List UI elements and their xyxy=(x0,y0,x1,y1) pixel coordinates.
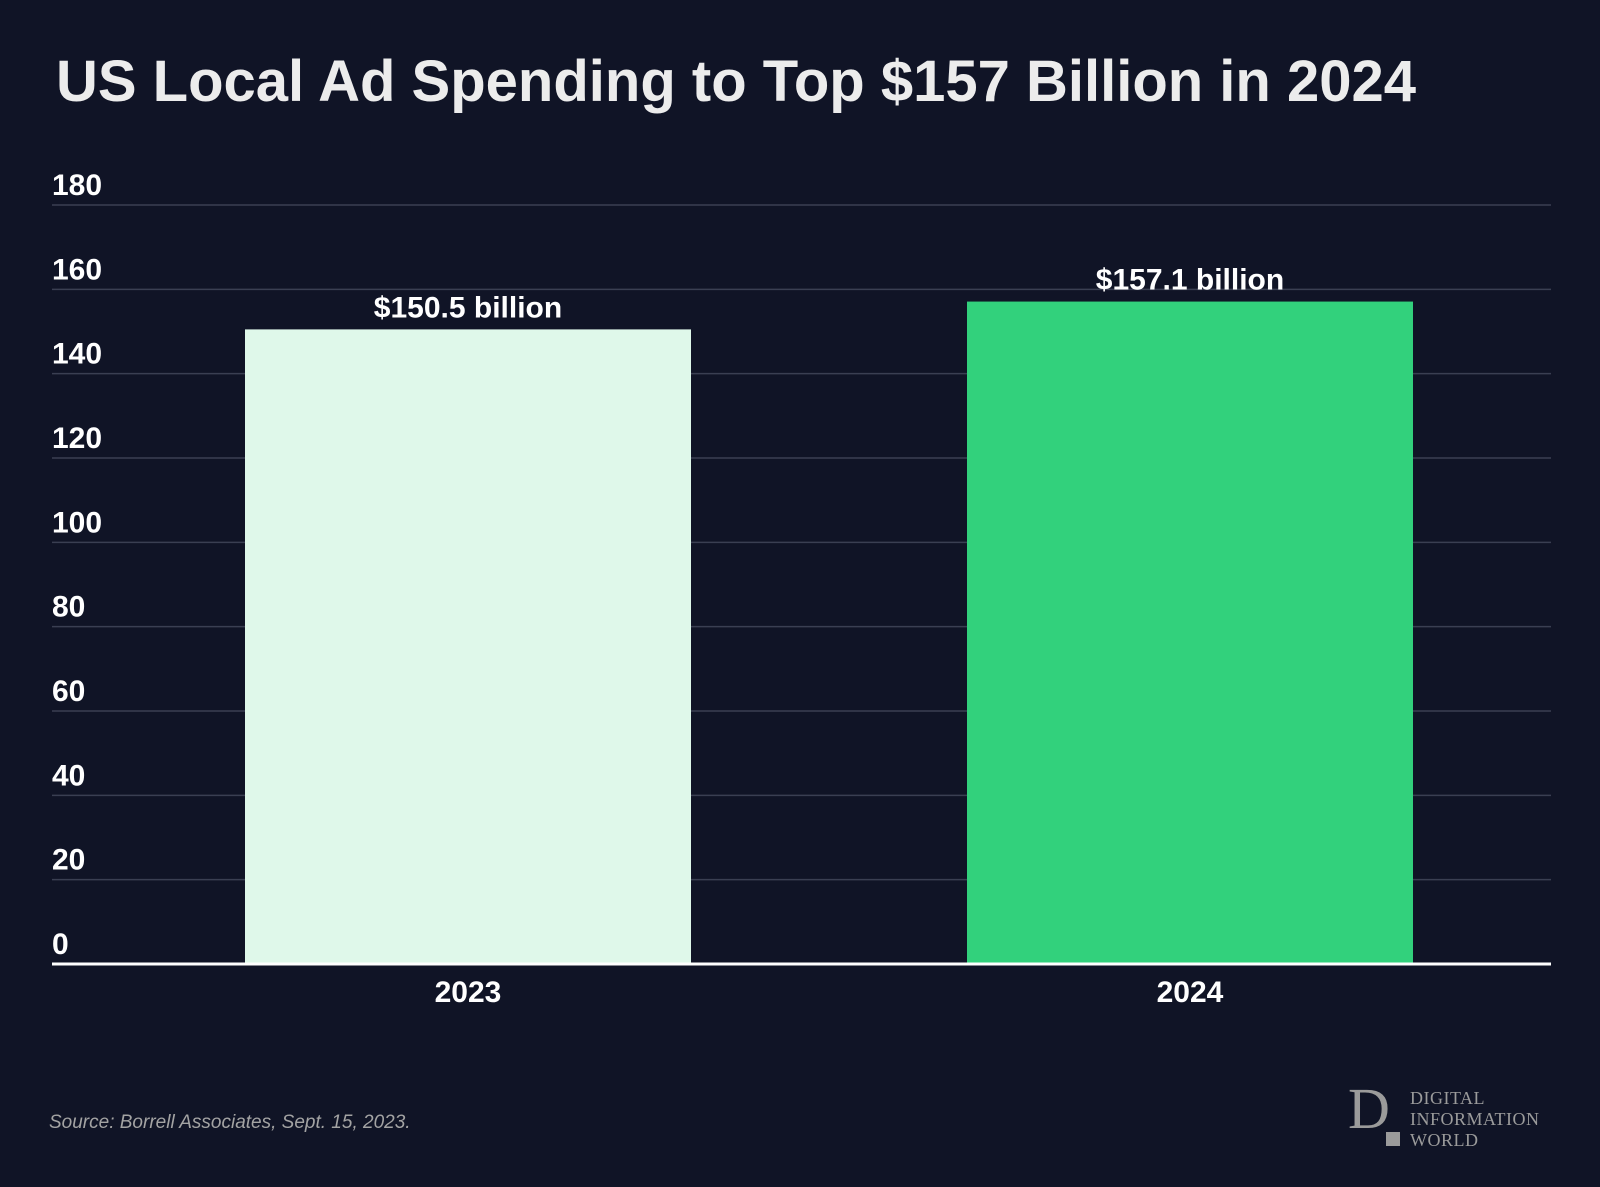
logo-line-information: INFORMATION xyxy=(1410,1109,1540,1129)
y-tick-label: 120 xyxy=(52,422,102,455)
x-axis-ticks: 2023 2024 xyxy=(435,976,1224,1009)
y-tick-label: 0 xyxy=(52,928,69,961)
bar-2023 xyxy=(245,329,691,964)
chart-title: US Local Ad Spending to Top $157 Billion… xyxy=(56,49,1416,114)
y-tick-label: 20 xyxy=(52,844,85,877)
y-tick-label: 140 xyxy=(52,338,102,371)
bar-2024 xyxy=(967,301,1413,965)
data-label-2024: $157.1 billion xyxy=(1096,264,1284,297)
logo-line-digital: DIGITAL xyxy=(1410,1088,1486,1108)
y-axis-ticks: 0 20 40 60 80 100 120 140 160 180 xyxy=(52,169,102,961)
y-tick-label: 80 xyxy=(52,591,85,624)
bars xyxy=(245,301,1413,965)
logo-line-world: WORLD xyxy=(1410,1130,1479,1150)
logo-mark: D xyxy=(1348,1076,1390,1141)
logo-square-icon xyxy=(1386,1132,1400,1146)
y-tick-label: 100 xyxy=(52,506,102,539)
x-tick-label-2023: 2023 xyxy=(435,976,502,1009)
digital-information-world-logo: D DIGITAL INFORMATION WORLD xyxy=(1348,1080,1548,1152)
data-label-2023: $150.5 billion xyxy=(374,291,562,324)
data-labels: $150.5 billion $157.1 billion xyxy=(374,264,1284,325)
x-tick-label-2024: 2024 xyxy=(1157,976,1224,1009)
source-note: Source: Borrell Associates, Sept. 15, 20… xyxy=(49,1112,411,1133)
y-tick-label: 160 xyxy=(52,253,102,286)
y-tick-label: 60 xyxy=(52,675,85,708)
y-tick-label: 40 xyxy=(52,759,85,792)
logo-wordmark: DIGITAL INFORMATION WORLD xyxy=(1410,1088,1540,1151)
y-tick-label: 180 xyxy=(52,169,102,202)
